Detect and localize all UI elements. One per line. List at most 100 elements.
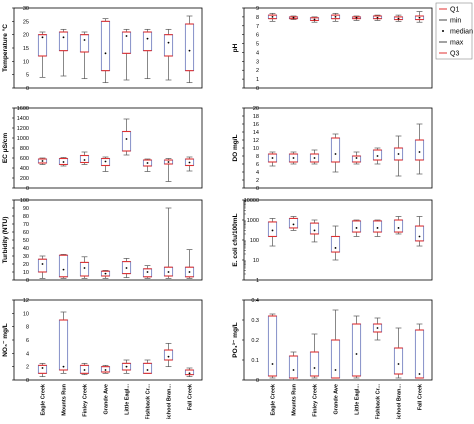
median-marker — [83, 369, 86, 371]
box-fall-creek — [414, 123, 425, 175]
box-mounts-run — [58, 157, 69, 167]
y-axis-label: Temperature °C — [1, 24, 9, 72]
y-tick-label: 2 — [256, 178, 259, 184]
median-marker — [167, 161, 170, 163]
box-grande-ave — [100, 156, 111, 172]
median-marker — [83, 267, 86, 269]
box-mounts-run — [288, 15, 299, 20]
box-grande-ave — [330, 12, 341, 22]
y-tick-label: 0 — [256, 186, 259, 192]
box-body — [37, 364, 48, 374]
box-eagle-creek — [37, 255, 48, 279]
box-school-branch — [393, 14, 404, 22]
box-fall-creek — [414, 11, 425, 23]
box-school-branch — [393, 135, 404, 177]
median-marker — [167, 271, 170, 273]
median-marker — [418, 373, 421, 375]
box-body — [372, 149, 383, 161]
x-category-label: Little Eagl... — [125, 384, 131, 415]
x-category-label: School Bran... — [167, 384, 173, 419]
y-tick-label: 10 — [23, 270, 29, 276]
box-body — [330, 236, 341, 253]
median-marker — [334, 369, 337, 371]
box-eagle-creek — [267, 218, 278, 247]
x-category-label: Finley Creek — [313, 383, 319, 417]
box-mounts-run — [58, 28, 69, 77]
box-little-eagle-creek — [351, 151, 362, 165]
median-marker — [334, 15, 337, 18]
y-tick-label: 0.2 — [251, 338, 259, 344]
y-tick-label: 0 — [26, 278, 29, 284]
median-marker — [41, 36, 44, 39]
median-marker — [397, 153, 400, 155]
median-marker — [292, 369, 295, 371]
box-fishback-creek — [372, 317, 383, 341]
x-category-label: School Bran... — [397, 384, 403, 419]
y-tick-label: 80 — [23, 214, 29, 220]
median-marker — [167, 41, 170, 44]
box-fall-creek — [184, 156, 195, 172]
box-body — [393, 219, 404, 233]
y-tick-label: 10 — [23, 311, 29, 317]
y-tick-label: 2 — [256, 68, 259, 74]
y-tick-label: 6 — [256, 162, 259, 168]
box-finley-creek — [309, 149, 320, 165]
y-tick-label: 5 — [26, 73, 29, 79]
median-marker — [334, 153, 337, 155]
median-marker — [292, 223, 295, 226]
y-axis-label: Turbidity (NTU) — [2, 217, 9, 264]
y-tick-label: 0 — [26, 86, 29, 92]
chart-panel-1: 0 5 10 15 20 25 30 Temperature °C — [1, 6, 203, 92]
x-category-label: Finley Creek — [83, 383, 89, 417]
median-marker — [376, 327, 379, 329]
chart-panel-5: 0 10 20 30 40 50 60 70 80 90 100 Turbidity (NTU) — [2, 198, 203, 284]
median-marker — [376, 16, 379, 19]
median-marker — [146, 271, 149, 273]
box-school-branch — [163, 28, 174, 81]
box-school-branch — [393, 216, 404, 235]
median-marker — [271, 229, 274, 232]
y-tick-label: 14 — [253, 130, 259, 136]
y-tick-label: 12 — [23, 298, 29, 304]
y-tick-label: 100 — [250, 238, 259, 244]
y-tick-label: 0 — [256, 378, 259, 384]
x-category-label: Eagle Creek — [41, 383, 47, 415]
box-mounts-run — [288, 151, 299, 165]
y-tick-label: 1200 — [17, 126, 29, 132]
box-finley-creek — [79, 256, 90, 279]
x-category-label: Fall Creek — [418, 383, 424, 410]
y-tick-label: 40 — [23, 246, 29, 252]
box-grande-ave — [100, 270, 111, 279]
box-body — [288, 218, 299, 229]
y-tick-label: 4 — [256, 50, 259, 56]
y-tick-label: 0 — [26, 378, 29, 384]
box-body — [330, 339, 341, 379]
median-marker — [104, 369, 107, 371]
box-eagle-creek — [267, 313, 278, 379]
box-body — [351, 220, 362, 233]
y-tick-label: 100 — [20, 198, 29, 204]
box-little-eagle-creek — [121, 258, 132, 278]
y-tick-label: 0 — [26, 186, 29, 192]
median-marker — [62, 36, 65, 39]
median-marker — [355, 16, 358, 19]
median-marker — [125, 35, 128, 37]
y-axis-label: E. coli cfu/100mL — [232, 213, 239, 266]
box-fishback-creek — [372, 219, 383, 237]
median-marker — [104, 52, 107, 55]
box-little-eagle-creek — [351, 315, 362, 379]
y-tick-label: 70 — [23, 222, 29, 228]
median-marker — [125, 365, 128, 368]
median-marker — [313, 229, 316, 232]
box-finley-creek — [79, 362, 90, 376]
y-tick-label: 1000 — [247, 218, 259, 224]
chart-panel-3: 0 200 400 600 800 1000 1200 1400 1600 EC μS/cm — [2, 106, 203, 192]
legend-label: max — [450, 40, 464, 47]
chart-panel-8: 0 0.1 0.2 0.3 0.4 PO₄³⁻ mg/L Eagle Creek Mounts… — [232, 298, 433, 421]
box-school-branch — [163, 207, 174, 279]
x-category-label: Mounts Run — [292, 383, 298, 415]
median-marker — [104, 160, 107, 163]
median-marker — [125, 267, 128, 269]
median-marker — [397, 227, 400, 229]
y-tick-label: 6 — [26, 338, 29, 344]
